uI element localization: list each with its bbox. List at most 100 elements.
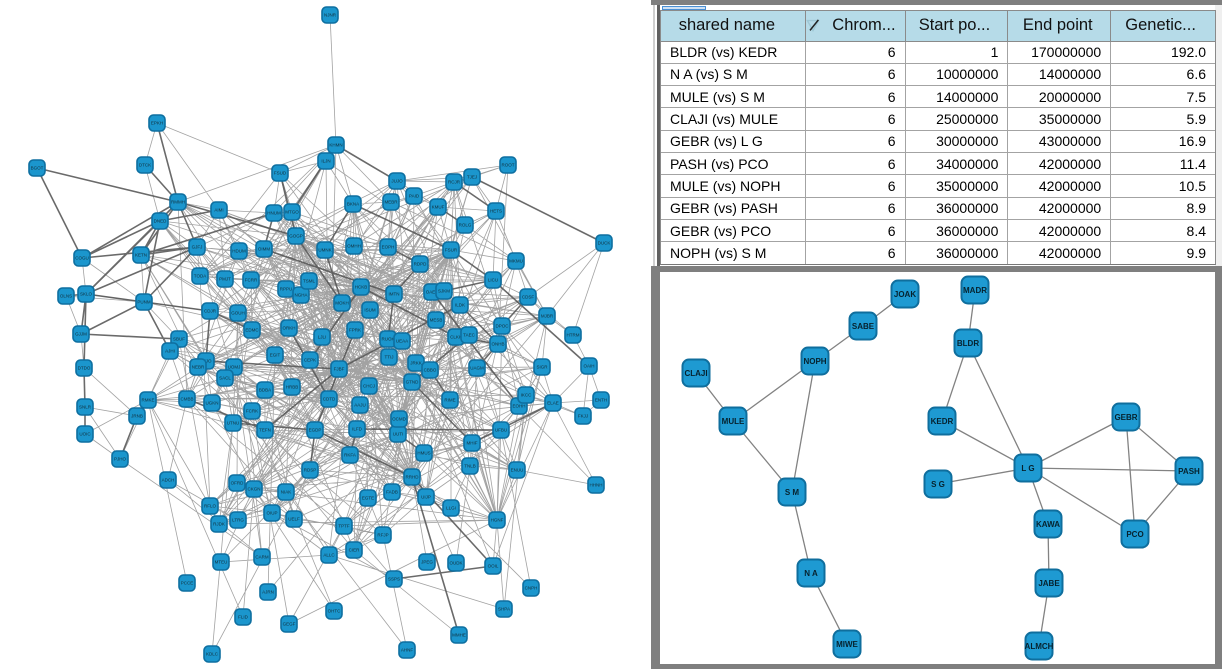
svg-text:CEPK: CEPK	[304, 358, 316, 363]
svg-text:RJDK: RJDK	[213, 522, 225, 527]
svg-text:LJLI: LJLI	[318, 335, 327, 340]
svg-text:ENUU: ENUU	[511, 468, 524, 473]
svg-text:HNUM: HNUM	[267, 211, 281, 216]
svg-text:OLNS: OLNS	[60, 294, 72, 299]
svg-text:MKMU: MKMU	[509, 259, 523, 264]
svg-text:CMBB: CMBB	[180, 397, 193, 402]
svg-text:FSUD: FSUD	[274, 171, 287, 176]
svg-text:GEBR: GEBR	[1114, 413, 1137, 422]
svg-text:ELAE: ELAE	[547, 401, 559, 406]
svg-text:MMHE: MMHE	[452, 633, 466, 638]
svg-text:OCMD: OCMD	[392, 417, 406, 422]
svg-text:PCO: PCO	[1126, 530, 1143, 539]
svg-text:RKFA: RKFA	[344, 453, 356, 458]
svg-text:DNED: DNED	[154, 219, 168, 224]
svg-text:RMMH: RMMH	[171, 200, 185, 205]
svg-text:FKJJ: FKJJ	[578, 414, 588, 419]
svg-text:DTDO: DTDO	[78, 366, 91, 371]
svg-text:RFLO: RFLO	[204, 504, 217, 509]
svg-text:S G: S G	[931, 480, 945, 489]
svg-text:CIER: CIER	[349, 548, 361, 553]
svg-text:KETN: KETN	[135, 253, 147, 258]
svg-text:UMNK: UMNK	[318, 248, 331, 253]
svg-text:CNPH: CNPH	[525, 586, 538, 591]
svg-text:L G: L G	[1021, 464, 1034, 473]
svg-text:LTRG: LTRG	[232, 518, 244, 523]
svg-text:ILJN: ILJN	[321, 159, 330, 164]
svg-text:GTND: GTND	[406, 380, 419, 385]
svg-text:UOIC: UOIC	[79, 432, 91, 437]
svg-text:EGDP: EGDP	[309, 428, 322, 433]
svg-text:RIME: RIME	[444, 398, 455, 403]
svg-text:IMTN: IMTN	[389, 292, 400, 297]
svg-text:FSUR: FSUR	[445, 248, 458, 253]
svg-text:JUJO: JUJO	[391, 179, 403, 184]
svg-text:ALMCH: ALMCH	[1025, 642, 1054, 651]
svg-text:UGKN: UGKN	[205, 401, 218, 406]
svg-text:MEBR: MEBR	[384, 200, 398, 205]
svg-text:AIMI: AIMI	[214, 208, 223, 213]
svg-text:PASH: PASH	[1178, 467, 1200, 476]
svg-text:FPRK: FPRK	[349, 328, 361, 333]
svg-text:NGHA: NGHA	[294, 293, 307, 298]
svg-text:ILFD: ILFD	[352, 427, 363, 432]
svg-text:LICU: LICU	[488, 278, 498, 283]
svg-text:SNLR: SNLR	[79, 405, 92, 410]
svg-text:ROOT: ROOT	[502, 163, 515, 168]
svg-text:PAID: PAID	[409, 194, 420, 199]
svg-text:AJRN: AJRN	[262, 590, 274, 595]
svg-text:ADCH: ADCH	[162, 478, 175, 483]
svg-text:MHIF: MHIF	[467, 441, 478, 446]
svg-text:SSPS: SSPS	[388, 577, 400, 582]
svg-text:ENTH: ENTH	[595, 398, 607, 403]
svg-text:HRBB: HRBB	[286, 385, 299, 390]
svg-text:FJBF: FJBF	[334, 367, 345, 372]
svg-text:RDSP: RDSP	[304, 468, 317, 473]
svg-text:HGNF: HGNF	[491, 518, 504, 523]
svg-text:UOMJ: UOMJ	[228, 365, 241, 370]
svg-text:GJFJ: GJFJ	[192, 245, 203, 250]
svg-text:UUTI: UUTI	[393, 432, 404, 437]
svg-text:DPOC: DPOC	[495, 324, 509, 329]
svg-text:MJBR: MJBR	[541, 314, 554, 319]
svg-text:HCKB: HCKB	[355, 285, 368, 290]
svg-text:TNLB: TNLB	[464, 464, 476, 469]
svg-text:UIJP: UIJP	[421, 495, 431, 500]
svg-text:KAWA: KAWA	[1036, 520, 1060, 529]
svg-text:UTNU: UTNU	[227, 421, 240, 426]
svg-text:OFRD: OFRD	[231, 481, 244, 486]
svg-text:UELF: UELF	[288, 517, 300, 522]
svg-text:RMKE: RMKE	[141, 398, 154, 403]
svg-text:MADR: MADR	[963, 286, 987, 295]
svg-text:N A: N A	[804, 569, 818, 578]
svg-text:EGIT: EGIT	[270, 353, 281, 358]
svg-text:CHCJ: CHCJ	[363, 384, 375, 389]
svg-text:NIAK: NIAK	[281, 490, 292, 495]
svg-text:UFBU: UFBU	[495, 428, 507, 433]
svg-text:HMUS: HMUS	[417, 451, 430, 456]
svg-text:CLKK: CLKK	[450, 335, 462, 340]
svg-text:MULE: MULE	[722, 417, 745, 426]
svg-text:BDBA: BDBA	[259, 388, 271, 393]
svg-text:TSML: TSML	[303, 279, 315, 284]
svg-text:JABE: JABE	[1038, 579, 1060, 588]
svg-text:FLID: FLID	[238, 615, 249, 620]
svg-text:MTEU: MTEU	[215, 560, 228, 565]
svg-text:OHTC: OHTC	[328, 609, 341, 614]
svg-text:EDMC: EDMC	[245, 328, 259, 333]
svg-text:ONHB: ONHB	[491, 342, 504, 347]
svg-text:TODA: TODA	[194, 274, 206, 279]
svg-text:BGOT: BGOT	[31, 166, 44, 171]
svg-text:OUDK: OUDK	[449, 561, 462, 566]
svg-text:OAES: OAES	[426, 290, 439, 295]
svg-text:DUCK: DUCK	[598, 241, 611, 246]
svg-text:SACL: SACL	[219, 376, 231, 381]
svg-text:S M: S M	[785, 488, 800, 497]
svg-text:ALLC: ALLC	[323, 553, 335, 558]
svg-text:SJKM: SJKM	[438, 289, 450, 294]
svg-text:RCJR: RCJR	[448, 180, 461, 185]
svg-text:KDLC: KDLC	[206, 652, 219, 657]
svg-text:GEGF: GEGF	[283, 622, 296, 627]
svg-text:RUOK: RUOK	[381, 337, 394, 342]
svg-text:HHNH: HHNH	[590, 483, 603, 488]
